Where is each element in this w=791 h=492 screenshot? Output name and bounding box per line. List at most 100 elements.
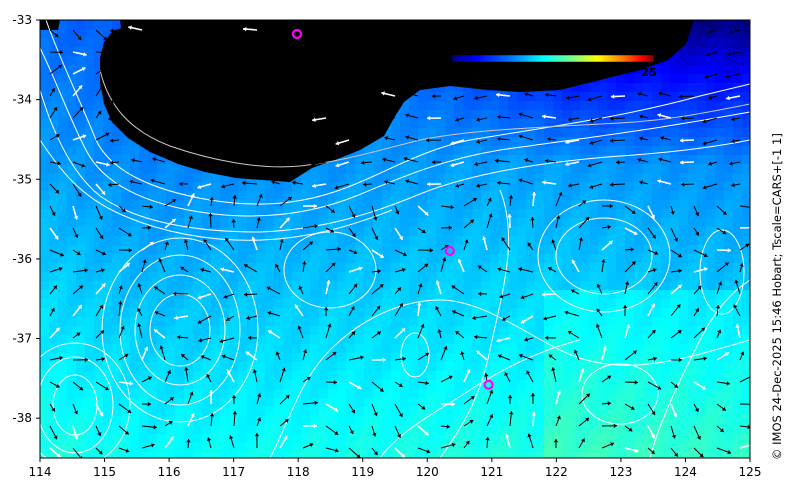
current-arrow bbox=[417, 205, 429, 217]
current-arrow bbox=[624, 205, 636, 215]
current-arrow bbox=[302, 241, 314, 251]
current-arrow bbox=[371, 249, 385, 259]
current-arrow bbox=[371, 205, 378, 221]
credit-text: © IMOS 24-Dec-2025 15:46 Hobart; Tscale=… bbox=[770, 133, 784, 460]
current-arrow bbox=[589, 117, 603, 123]
current-arrow bbox=[670, 329, 682, 339]
current-arrow bbox=[279, 367, 286, 383]
current-arrow bbox=[221, 354, 235, 361]
current-arrow bbox=[231, 394, 237, 405]
current-arrow bbox=[279, 196, 293, 207]
current-arrow bbox=[477, 291, 488, 297]
current-arrow bbox=[371, 269, 381, 274]
current-arrow bbox=[497, 267, 511, 273]
current-arrow bbox=[118, 325, 125, 339]
current-arrow bbox=[578, 417, 590, 427]
current-arrow bbox=[371, 425, 377, 437]
current-arrow bbox=[109, 160, 120, 165]
current-arrow bbox=[95, 84, 104, 97]
current-arrow bbox=[518, 353, 534, 361]
current-arrow bbox=[670, 284, 683, 295]
current-arrow bbox=[256, 193, 263, 207]
current-arrow bbox=[647, 403, 656, 416]
current-arrow bbox=[486, 389, 494, 405]
current-arrow bbox=[279, 394, 290, 405]
current-arrow bbox=[109, 28, 120, 33]
current-arrow bbox=[180, 353, 189, 361]
current-arrow bbox=[394, 286, 402, 295]
current-arrow bbox=[325, 205, 336, 213]
current-arrow bbox=[381, 91, 396, 97]
current-arrow bbox=[609, 116, 626, 121]
current-arrow bbox=[72, 268, 88, 273]
product-label: NRT00 GSL bbox=[155, 82, 233, 98]
current-arrow bbox=[362, 116, 373, 121]
current-arrow bbox=[601, 224, 611, 230]
current-arrow bbox=[384, 180, 396, 185]
current-arrow bbox=[154, 310, 166, 317]
current-arrow bbox=[725, 73, 741, 79]
current-arrow bbox=[394, 327, 406, 339]
current-arrow bbox=[302, 423, 318, 429]
current-arrow bbox=[624, 260, 636, 273]
current-arrow bbox=[497, 354, 511, 361]
current-arrow bbox=[622, 304, 628, 317]
current-arrow bbox=[463, 219, 475, 229]
current-arrow bbox=[624, 425, 633, 432]
current-arrow bbox=[362, 138, 373, 143]
current-arrow bbox=[739, 243, 750, 251]
y-tick-label: -38 bbox=[12, 411, 32, 425]
current-arrow bbox=[610, 94, 626, 99]
current-arrow bbox=[141, 225, 152, 230]
current-arrow bbox=[735, 324, 741, 339]
current-arrow bbox=[417, 425, 430, 436]
y-tick-label: -34 bbox=[12, 93, 32, 107]
current-arrow bbox=[476, 139, 488, 144]
y-axis: -33 -34 -35 -36 -37 -38 bbox=[12, 13, 40, 425]
current-arrow bbox=[716, 425, 725, 433]
current-arrow bbox=[526, 370, 534, 383]
current-arrow bbox=[95, 304, 104, 317]
current-arrow bbox=[403, 90, 419, 97]
current-arrow bbox=[118, 227, 132, 237]
current-arrow bbox=[693, 227, 700, 236]
current-arrow bbox=[726, 95, 741, 101]
current-arrow bbox=[311, 161, 327, 167]
current-arrow bbox=[394, 425, 402, 439]
current-arrow bbox=[739, 226, 750, 229]
current-arrow bbox=[95, 447, 103, 455]
legend-tick-label: 15 bbox=[566, 66, 581, 79]
current-arrow bbox=[118, 353, 129, 361]
current-arrow bbox=[435, 306, 442, 317]
current-arrow bbox=[362, 182, 373, 187]
current-arrow bbox=[141, 241, 155, 251]
current-arrow bbox=[302, 443, 314, 449]
current-arrow bbox=[247, 335, 258, 341]
current-arrow bbox=[531, 411, 537, 427]
current-arrow bbox=[172, 27, 189, 33]
current-arrow bbox=[567, 330, 580, 339]
current-arrow bbox=[267, 311, 281, 317]
current-arrow bbox=[334, 183, 350, 190]
x-tick-label: 120 bbox=[416, 465, 439, 479]
argo-legend-label: Argo (2) bbox=[311, 28, 356, 41]
current-arrow bbox=[360, 94, 373, 99]
current-arrow bbox=[578, 393, 591, 405]
current-arrow bbox=[108, 182, 120, 187]
current-arrow bbox=[544, 335, 557, 341]
current-arrow bbox=[578, 438, 585, 449]
current-arrow bbox=[72, 161, 86, 168]
current-arrow bbox=[403, 156, 419, 163]
current-arrow bbox=[72, 106, 84, 119]
current-arrow bbox=[256, 217, 261, 229]
current-arrow bbox=[440, 375, 453, 383]
current-arrow bbox=[495, 158, 511, 163]
current-arrow bbox=[647, 281, 658, 295]
current-arrow bbox=[693, 205, 700, 217]
current-arrow bbox=[164, 396, 175, 405]
current-arrow bbox=[595, 323, 603, 339]
x-tick-label: 117 bbox=[222, 465, 245, 479]
current-arrow bbox=[716, 381, 730, 386]
current-arrow bbox=[72, 249, 81, 256]
current-arrow bbox=[254, 432, 260, 449]
